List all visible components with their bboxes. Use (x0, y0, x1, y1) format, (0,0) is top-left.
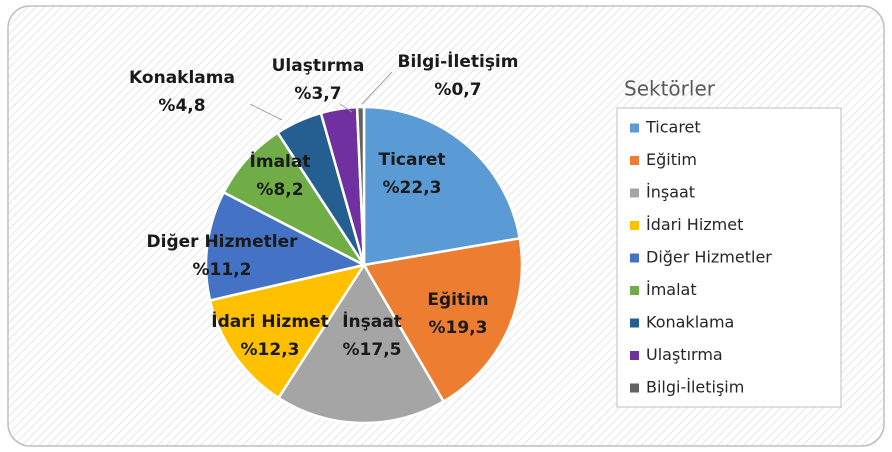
pie-slice (362, 105, 522, 267)
slice-label-name: Konaklama (129, 68, 235, 88)
pie-slice (276, 262, 446, 425)
legend-swatch (630, 351, 639, 360)
legend-title: Sektörler (624, 77, 716, 101)
slice-label-name: Bilgi-İletişim (398, 50, 519, 72)
legend-box (616, 107, 842, 408)
slice-label-name: Eğitim (427, 290, 488, 310)
slice-label-value: %8,2 (256, 180, 303, 200)
legend-label: Eğitim (646, 150, 697, 169)
slice-label-value: %19,3 (429, 318, 488, 338)
legend-label: Ticaret (645, 118, 701, 137)
legend-swatch (630, 188, 639, 198)
legend-label: İmalat (646, 280, 697, 299)
legend-swatch (630, 156, 639, 165)
pie-slice (208, 263, 367, 400)
slice-label-name: Ticaret (378, 150, 445, 170)
leader-line (249, 103, 283, 121)
legend-label: Konaklama (646, 313, 734, 332)
legend-label: Ulaştırma (646, 345, 723, 364)
slice-label-value: %22,3 (383, 178, 442, 198)
legend-swatch (630, 253, 639, 263)
legend-label: Bilgi-İletişim (646, 378, 744, 397)
slice-label-name: İnşaat (342, 310, 402, 332)
slice-label-value: %0,7 (434, 80, 481, 100)
legend-swatch (630, 123, 639, 133)
legend-swatch (630, 318, 639, 328)
slice-label-name: İdari Hizmet (211, 310, 328, 332)
legend-swatch (630, 221, 639, 230)
legend-swatch (630, 286, 639, 295)
slice-label-value: %12,3 (241, 340, 300, 360)
slice-label-value: %4,8 (158, 96, 205, 116)
slice-label-value: %17,5 (343, 340, 402, 360)
legend-label: Diğer Hizmetler (646, 248, 772, 267)
slice-label-value: %11,2 (193, 260, 252, 280)
slice-label-value: %3,7 (294, 84, 341, 104)
pie-slice (362, 236, 524, 404)
legend-label: İnşaat (646, 183, 695, 202)
pie-slice (355, 105, 366, 266)
leader-line (339, 103, 353, 113)
legend-swatch (630, 383, 639, 393)
slice-label-name: Ulaştırma (272, 56, 365, 76)
legend-label: İdari Hizmet (646, 215, 743, 234)
pie-slice (204, 190, 368, 302)
slice-label-name: İmalat (250, 150, 311, 172)
slice-label-name: Diğer Hizmetler (147, 232, 299, 252)
leader-line (361, 71, 393, 105)
